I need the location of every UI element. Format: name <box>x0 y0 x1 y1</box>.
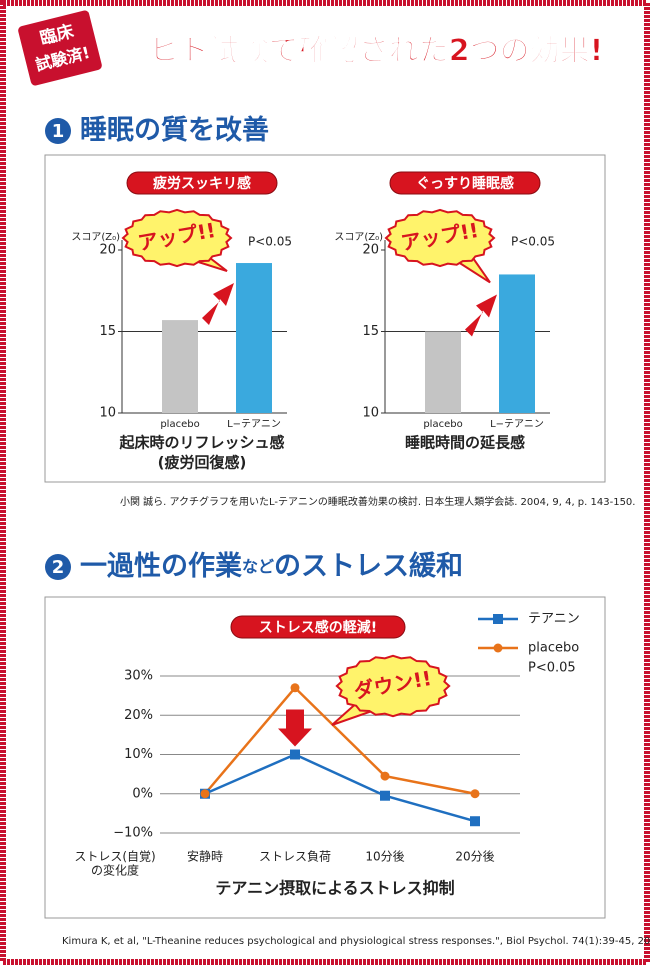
y-tick-label: 20% <box>124 708 153 723</box>
marker <box>200 789 210 799</box>
badge-bg <box>15 7 105 89</box>
y-tick-label: 15 <box>362 324 379 339</box>
marker <box>290 749 300 760</box>
y-axis-label: スコア(Z₀) <box>334 232 383 243</box>
section-number: 2 <box>52 557 65 578</box>
pill <box>126 171 278 195</box>
series-line <box>204 753 476 823</box>
x-tick-label: placebo <box>423 419 462 430</box>
section-title-part: 睡眠の質を改善 <box>80 114 269 146</box>
y-tick-label: 0% <box>132 786 153 801</box>
series-line <box>204 685 476 795</box>
legend-marker <box>493 614 503 624</box>
legend-label: placebo <box>528 641 579 656</box>
legend-marker <box>493 643 503 653</box>
section-title-part: のストレス緩和 <box>274 551 463 582</box>
y-tick-label: 30% <box>124 669 153 684</box>
significance: P<0.05 <box>528 661 576 676</box>
y-tick-label: −10% <box>113 826 153 841</box>
x-tick-label: L−テアニン <box>227 419 281 430</box>
bar <box>236 263 272 413</box>
section-number-bg <box>45 554 71 580</box>
bar <box>162 320 198 413</box>
speech-bubble <box>121 208 233 268</box>
y-axis-label: スコア(Z₀) <box>71 232 120 243</box>
y-tick-label: 15 <box>99 324 116 339</box>
y-tick-label: 10 <box>362 406 379 421</box>
section-title: 一過性の作業などのストレス緩和 <box>80 551 463 582</box>
section-number-bg <box>45 118 71 144</box>
x-tick-label: 20分後 <box>455 850 494 864</box>
bar <box>425 331 461 413</box>
marker <box>290 683 300 693</box>
y-tick-label: 20 <box>362 243 379 258</box>
y-tick-label: 10% <box>124 747 153 762</box>
chart-title: 疲労スッキリ感 <box>153 175 251 192</box>
pill <box>230 615 406 639</box>
speech-bubble <box>335 654 451 718</box>
marker <box>380 790 390 801</box>
x-tick-label: placebo <box>160 419 199 430</box>
x-row-label: ストレス(自覚) <box>74 850 155 864</box>
significance: P<0.05 <box>248 235 292 249</box>
section-title-part: など <box>242 557 274 576</box>
chart-title: ストレス感の軽減! <box>259 619 377 636</box>
speech-bubble <box>384 208 496 268</box>
pill <box>389 171 541 195</box>
x-axis-label: 睡眠時間の延長感 <box>405 434 525 452</box>
y-tick-label: 20 <box>99 243 116 258</box>
box-2 <box>44 596 606 919</box>
legend-label: テアニン <box>528 612 580 627</box>
section-number: 1 <box>52 121 65 142</box>
page-title: ヒト試験で確認された2つの効果! <box>149 34 604 69</box>
section-title-part: 一過性の作業 <box>80 551 242 582</box>
citation: Kimura K, et al, "L-Theanine reduces psy… <box>62 936 650 947</box>
citation: 小関 誠ら. アクチグラフを用いたL-テアニンの睡眠改善効果の検討. 日本生理人… <box>120 495 635 508</box>
x-tick-label: 10分後 <box>365 850 404 864</box>
y-tick-label: 10 <box>99 406 116 421</box>
arrow <box>202 283 234 326</box>
marker <box>470 816 480 827</box>
significance: P<0.05 <box>511 235 555 249</box>
section-title: 睡眠の質を改善 <box>80 114 269 146</box>
x-tick-label: 安静時 <box>187 849 223 864</box>
x-tick-label: L−テアニン <box>490 419 544 430</box>
chart-title: ぐっすり睡眠感 <box>416 175 514 192</box>
arrow <box>465 294 497 337</box>
x-axis-label: (疲労回復感) <box>158 454 247 472</box>
x-tick-label: ストレス負荷 <box>259 850 331 864</box>
badge: 臨床 試験済! <box>15 7 105 89</box>
bar <box>499 274 535 413</box>
down-arrow <box>278 709 312 747</box>
marker <box>380 771 390 781</box>
x-axis-label: 起床時のリフレッシュ感 <box>118 434 284 452</box>
x-row-label: の変化度 <box>91 863 139 878</box>
x-axis-label: テアニン摂取によるストレス抑制 <box>215 879 454 898</box>
marker <box>470 789 480 799</box>
